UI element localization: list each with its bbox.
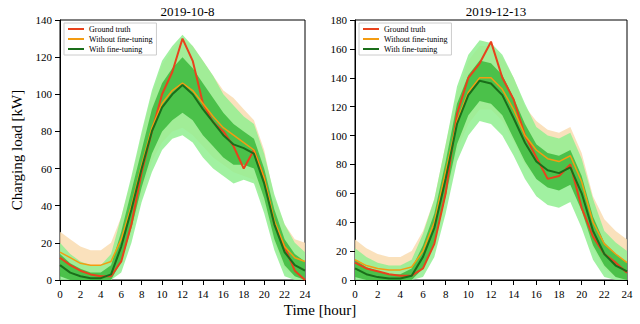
- svg-text:Ground truth: Ground truth: [384, 25, 426, 34]
- svg-text:12: 12: [486, 288, 497, 300]
- svg-text:0: 0: [47, 274, 53, 286]
- svg-text:20: 20: [336, 245, 348, 257]
- svg-text:10: 10: [157, 288, 169, 300]
- svg-text:22: 22: [599, 288, 610, 300]
- svg-text:6: 6: [420, 288, 426, 300]
- svg-text:8: 8: [139, 288, 145, 300]
- svg-text:80: 80: [336, 158, 348, 170]
- svg-text:Charging load [kW]: Charging load [kW]: [9, 90, 25, 211]
- svg-text:180: 180: [331, 14, 348, 26]
- svg-text:8: 8: [443, 288, 449, 300]
- svg-text:Time [hour]: Time [hour]: [284, 302, 356, 318]
- svg-text:60: 60: [41, 163, 53, 175]
- svg-text:Without fine-tuning: Without fine-tuning: [89, 35, 152, 44]
- svg-text:2019-10-8: 2019-10-8: [160, 4, 214, 19]
- svg-text:120: 120: [331, 101, 348, 113]
- svg-text:20: 20: [41, 237, 53, 249]
- svg-text:100: 100: [36, 88, 53, 100]
- svg-text:With fine-tuning: With fine-tuning: [384, 45, 437, 54]
- svg-text:With fine-tuning: With fine-tuning: [89, 45, 142, 54]
- svg-text:6: 6: [119, 288, 125, 300]
- svg-text:20: 20: [259, 288, 271, 300]
- svg-text:10: 10: [463, 288, 475, 300]
- svg-text:4: 4: [398, 288, 404, 300]
- svg-text:2: 2: [78, 288, 84, 300]
- svg-text:140: 140: [331, 72, 348, 84]
- svg-text:18: 18: [238, 288, 250, 300]
- svg-text:12: 12: [177, 288, 188, 300]
- svg-text:0: 0: [342, 274, 348, 286]
- svg-text:14: 14: [508, 288, 520, 300]
- svg-text:80: 80: [41, 125, 53, 137]
- svg-text:Ground truth: Ground truth: [89, 25, 131, 34]
- svg-text:40: 40: [336, 216, 348, 228]
- svg-text:Without fine-tuning: Without fine-tuning: [384, 35, 447, 44]
- svg-text:22: 22: [279, 288, 290, 300]
- svg-text:2019-12-13: 2019-12-13: [466, 4, 527, 19]
- svg-text:4: 4: [98, 288, 104, 300]
- svg-text:120: 120: [36, 51, 53, 63]
- svg-text:16: 16: [218, 288, 230, 300]
- svg-text:2: 2: [375, 288, 381, 300]
- svg-text:20: 20: [576, 288, 588, 300]
- svg-text:140: 140: [36, 14, 53, 26]
- svg-text:24: 24: [300, 288, 312, 300]
- svg-text:100: 100: [331, 130, 348, 142]
- svg-text:40: 40: [41, 200, 53, 212]
- svg-text:160: 160: [331, 43, 348, 55]
- svg-text:0: 0: [352, 288, 358, 300]
- svg-text:0: 0: [57, 288, 63, 300]
- svg-text:60: 60: [336, 187, 348, 199]
- svg-text:16: 16: [531, 288, 543, 300]
- svg-text:14: 14: [197, 288, 209, 300]
- svg-text:18: 18: [554, 288, 566, 300]
- svg-text:24: 24: [622, 288, 634, 300]
